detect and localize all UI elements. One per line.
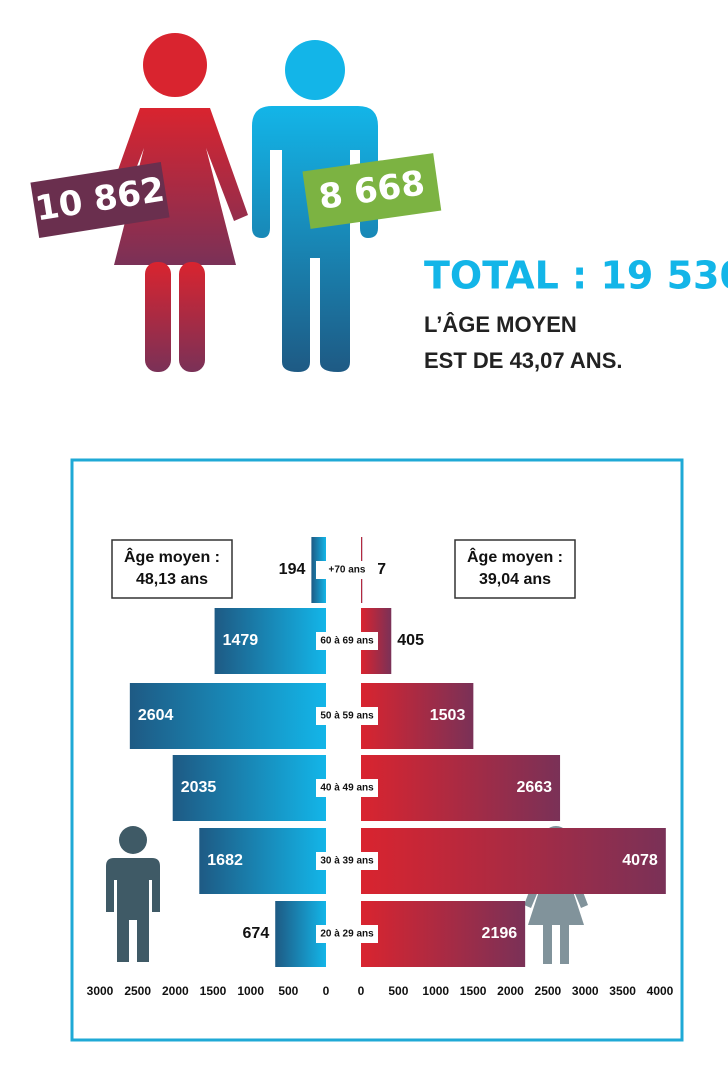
annotation-title: Âge moyen : <box>467 547 563 566</box>
category-label: 60 à 69 ans <box>320 636 374 647</box>
pyramid: 3000 2500 2000 1500 1000 500 0 194 1479 2604 2035 1… <box>87 537 674 998</box>
category-box <box>316 707 378 725</box>
data-label: 1479 <box>223 632 259 649</box>
bar <box>199 828 326 894</box>
woman-figure <box>102 33 248 372</box>
x-tick-label: 1000 <box>422 984 449 998</box>
bar <box>361 683 474 749</box>
category-label: 40 à 49 ans <box>320 783 374 794</box>
women-badge: 10 862 <box>30 162 170 238</box>
category-box <box>316 852 378 870</box>
x-tick-label: 3000 <box>87 984 114 998</box>
bar <box>361 828 666 894</box>
data-label: 2604 <box>138 707 174 724</box>
category-box <box>316 632 378 650</box>
x-tick-label: 4000 <box>647 984 674 998</box>
data-label: 2035 <box>181 779 217 796</box>
x-tick-label: 2000 <box>162 984 189 998</box>
x-tick-label: 1500 <box>460 984 487 998</box>
total: TOTAL : 19 530 <box>424 254 728 298</box>
x-tick-label: 0 <box>358 984 365 998</box>
category-label: 50 à 59 ans <box>320 711 374 722</box>
bar <box>214 608 326 674</box>
bar <box>361 755 561 821</box>
man-icon <box>106 826 160 962</box>
category-label: 30 à 39 ans <box>320 856 374 867</box>
x-tick-label: 3500 <box>609 984 636 998</box>
data-label: 4078 <box>622 852 658 869</box>
bar <box>361 901 526 967</box>
data-label: 2196 <box>482 925 518 942</box>
x-tick-label: 1000 <box>237 984 264 998</box>
data-label: 2663 <box>516 779 552 796</box>
data-label: 405 <box>397 632 424 649</box>
category-box <box>316 925 378 943</box>
data-label: 1503 <box>430 707 466 724</box>
average-age-line: EST DE 43,07 ANS. <box>424 348 622 373</box>
annotation-title: Âge moyen : <box>124 547 220 566</box>
category-label: 20 à 29 ans <box>320 929 374 940</box>
men-badge: 8 668 <box>302 153 442 229</box>
bar <box>129 683 326 749</box>
x-tick-label: 1500 <box>200 984 227 998</box>
chart-frame <box>70 458 684 1042</box>
category-box <box>316 779 378 797</box>
x-tick-label: 500 <box>388 984 408 998</box>
data-label: 674 <box>243 925 270 942</box>
category-box <box>316 561 378 579</box>
x-tick-label: 2500 <box>535 984 562 998</box>
x-tick-label: 500 <box>278 984 298 998</box>
x-tick-label: 2000 <box>497 984 524 998</box>
annotation-value: 48,13 ans <box>136 571 208 588</box>
average-age-line: L’ÂGE MOYEN <box>424 312 577 337</box>
annotation-box <box>454 539 576 599</box>
x-tick-label: 3000 <box>572 984 599 998</box>
data-label: 194 <box>279 561 306 578</box>
x-tick-label: 2500 <box>124 984 151 998</box>
annotation-value: 39,04 ans <box>479 571 551 588</box>
annotation-box <box>111 539 233 599</box>
bar <box>172 755 326 821</box>
x-tick-label: 0 <box>323 984 330 998</box>
category-label: +70 ans <box>329 565 366 576</box>
data-label: 1682 <box>207 852 243 869</box>
